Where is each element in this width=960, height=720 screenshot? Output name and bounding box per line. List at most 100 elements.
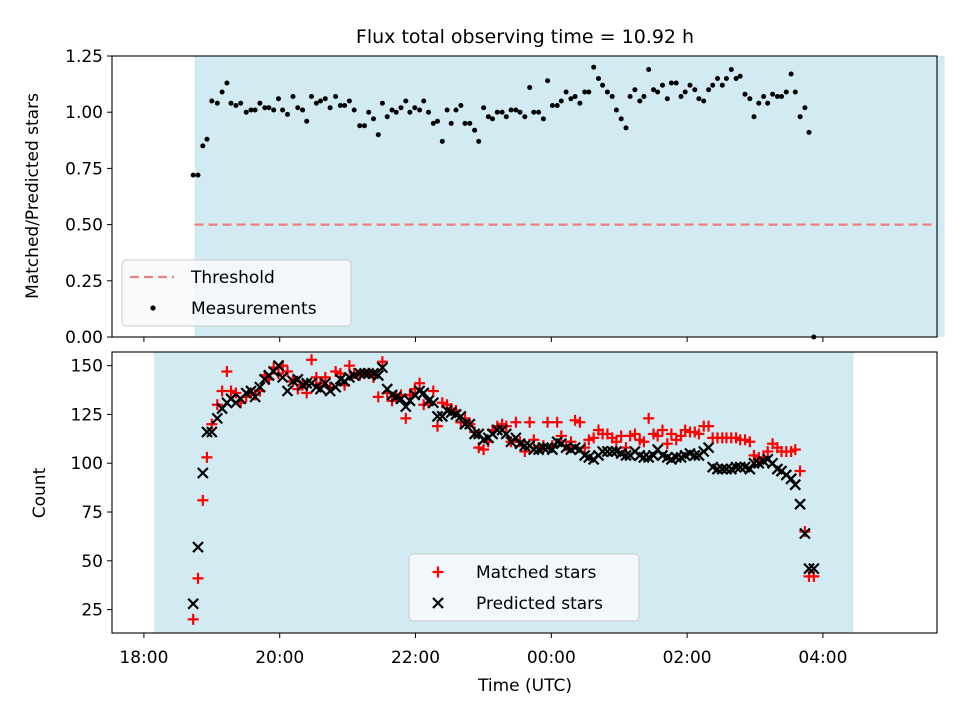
measurement-point (577, 100, 583, 106)
measurement-point (412, 105, 418, 111)
predicted-star-point (417, 387, 430, 399)
measurement-point (228, 100, 234, 106)
measurement-point (706, 87, 712, 93)
measurement-point (613, 107, 619, 113)
predicted-star-point (395, 393, 407, 405)
measurement-point (678, 94, 684, 99)
ratio-y-ticks: 0.00 0.25 0.50 0.75 1.00 1.25 (65, 47, 112, 348)
predicted-star-point (702, 441, 715, 454)
count-y-tick-label: 150 (71, 357, 103, 377)
measurement-point (792, 89, 798, 95)
measurement-point (252, 107, 258, 113)
measurement-point (508, 107, 514, 113)
matched-star-point (427, 385, 439, 397)
measurement-point (604, 89, 610, 95)
predicted-star-point (491, 424, 504, 436)
measurement-point (403, 98, 409, 104)
measurement-point (295, 105, 301, 111)
measurement-point (637, 98, 643, 104)
ratio-y-axis-label: Matched/Predicted stars (23, 93, 43, 299)
ratio-y-tick-label: 0.25 (65, 272, 103, 292)
measurement-point (715, 76, 720, 81)
predicted-star-point (400, 400, 412, 413)
matched-star-point (225, 385, 237, 397)
matched-star-point (551, 416, 563, 428)
measurement-point (719, 82, 725, 88)
ratio-panel: 0.00 0.25 0.50 0.75 1.00 1.25 Matched/Predict… (23, 47, 945, 348)
matched-star-point (431, 420, 443, 432)
ratio-y-tick-label: 0.75 (65, 159, 103, 179)
measurement-point (490, 116, 495, 122)
matched-star-point (414, 377, 426, 389)
matched-star-point (638, 436, 650, 448)
measurement-point (200, 143, 206, 149)
measurement-point (209, 98, 215, 104)
matched-star-point (624, 430, 636, 442)
predicted-star-point (537, 441, 550, 454)
count-y-tick-label: 125 (71, 405, 103, 425)
predicted-star-point (716, 463, 729, 475)
predicted-star-point (647, 449, 660, 462)
matched-star-point (652, 430, 664, 442)
predicted-star-point (464, 418, 476, 430)
measurement-point (572, 94, 578, 99)
measurement-point (632, 87, 638, 93)
matched-star-point (565, 436, 577, 448)
matched-star-point (643, 412, 655, 424)
predicted-star-point (789, 478, 802, 491)
matched-star-point (306, 354, 318, 366)
predicted-star-point (197, 467, 209, 479)
measurement-point (549, 103, 555, 108)
measurement-point (257, 100, 263, 106)
chart-title: Flux total observing time = 10.92 h (356, 26, 694, 48)
predicted-star-point (427, 396, 440, 409)
predicted-star-point (319, 377, 332, 390)
predicted-star-point (670, 451, 682, 464)
measurement-point (627, 94, 633, 99)
measurement-point (756, 100, 762, 106)
predicted-star-point (329, 381, 342, 393)
predicted-star-point (431, 410, 444, 423)
measurement-point (586, 89, 592, 95)
measurement-point (276, 96, 281, 102)
predicted-star-point (748, 457, 760, 470)
measurements-legend-label: Measurements (191, 299, 317, 319)
measurement-point (742, 91, 748, 97)
measurement-point (513, 107, 519, 113)
ratio-y-tick-label: 1.25 (65, 47, 103, 67)
measurement-point (765, 100, 771, 106)
measurement-point (696, 96, 702, 102)
measurement-point (342, 103, 348, 108)
count-x-tick-label: 00:00 (527, 648, 576, 668)
matched-star-point (510, 416, 522, 428)
measurement-point (290, 94, 296, 99)
measurement-point (444, 107, 450, 113)
measurement-point (554, 103, 560, 108)
measurement-point (733, 76, 739, 81)
matched-star-point (187, 613, 199, 625)
measurement-point (751, 114, 757, 120)
predicted-star-point (245, 385, 257, 397)
predicted-legend-label: Predicted stars (476, 594, 603, 614)
measurement-point (309, 94, 314, 99)
matched-star-point (478, 444, 490, 456)
count-y-tick-label: 100 (71, 454, 103, 474)
matched-star-point (665, 428, 677, 440)
measurement-point (481, 105, 487, 111)
predicted-star-point (720, 463, 733, 475)
predicted-star-point (734, 461, 746, 473)
measurement-point (407, 109, 413, 115)
measurement-point (389, 107, 395, 113)
measurement-point (517, 109, 523, 115)
x-axis-label: Time (UTC) (477, 676, 572, 696)
measurement-point (375, 132, 381, 138)
predicted-star-point (276, 371, 289, 384)
measurement-point (271, 107, 277, 113)
measurement-point (701, 98, 707, 104)
count-y-axis-label: Count (30, 467, 50, 518)
measurement-point (467, 120, 473, 126)
matched-star-point (569, 414, 581, 426)
measurement-point (285, 111, 290, 117)
predicted-star-point (324, 385, 336, 397)
measurement-point (664, 96, 670, 102)
